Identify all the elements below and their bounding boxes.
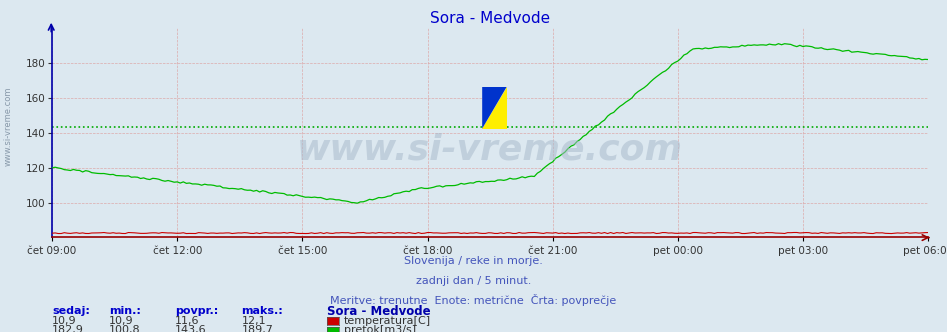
Text: 12,1: 12,1: [241, 316, 266, 326]
Text: zadnji dan / 5 minut.: zadnji dan / 5 minut.: [416, 276, 531, 286]
Text: min.:: min.:: [109, 306, 141, 316]
Text: Slovenija / reke in morje.: Slovenija / reke in morje.: [404, 256, 543, 266]
Text: 11,6: 11,6: [175, 316, 200, 326]
Text: pretok[m3/s]: pretok[m3/s]: [344, 325, 416, 332]
Text: 182,9: 182,9: [52, 325, 84, 332]
Title: Sora - Medvode: Sora - Medvode: [430, 11, 550, 26]
Text: 10,9: 10,9: [109, 316, 134, 326]
Text: Meritve: trenutne  Enote: metrične  Črta: povprečje: Meritve: trenutne Enote: metrične Črta: …: [331, 294, 616, 306]
Text: 189,7: 189,7: [241, 325, 274, 332]
Text: www.si-vreme.com: www.si-vreme.com: [297, 132, 683, 167]
Text: 10,9: 10,9: [52, 316, 77, 326]
Text: 143,6: 143,6: [175, 325, 206, 332]
Text: maks.:: maks.:: [241, 306, 283, 316]
Text: Sora - Medvode: Sora - Medvode: [327, 304, 430, 318]
Text: www.si-vreme.com: www.si-vreme.com: [4, 86, 13, 166]
Text: sedaj:: sedaj:: [52, 306, 90, 316]
Text: 100,8: 100,8: [109, 325, 140, 332]
Text: povpr.:: povpr.:: [175, 306, 219, 316]
Text: temperatura[C]: temperatura[C]: [344, 316, 431, 326]
